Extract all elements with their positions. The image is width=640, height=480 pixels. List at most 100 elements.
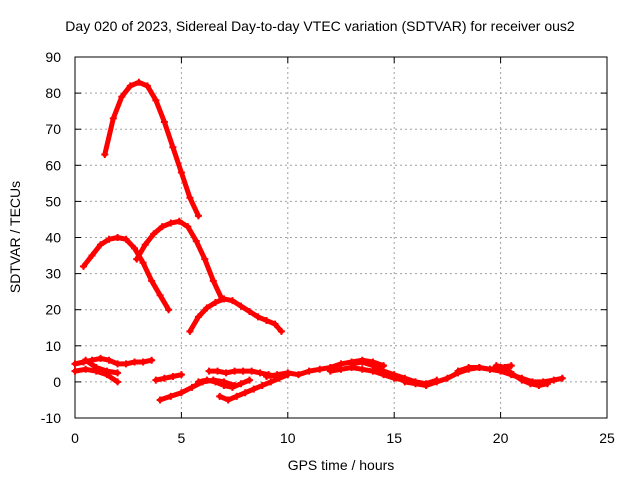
data-point xyxy=(122,235,130,243)
data-point xyxy=(507,362,515,370)
data-point xyxy=(169,372,177,380)
data-point xyxy=(186,194,194,202)
data-point xyxy=(186,327,194,335)
data-point xyxy=(518,376,526,384)
data-point xyxy=(194,313,202,321)
data-point xyxy=(101,150,109,158)
data-point xyxy=(184,223,192,231)
x-tick-label: 5 xyxy=(178,430,186,446)
data-point xyxy=(148,356,156,364)
data-point xyxy=(71,360,79,368)
data-point xyxy=(233,392,241,400)
data-point xyxy=(160,118,168,126)
data-point xyxy=(214,367,222,375)
data-point xyxy=(167,392,175,400)
data-point xyxy=(263,372,271,380)
data-point xyxy=(231,367,239,375)
data-point xyxy=(169,143,177,151)
data-point xyxy=(192,237,200,245)
data-point xyxy=(216,392,224,400)
y-tick-label: 40 xyxy=(45,230,61,246)
data-point xyxy=(220,382,228,390)
data-point xyxy=(284,369,292,377)
data-point xyxy=(271,320,279,328)
data-point xyxy=(475,363,483,371)
data-point xyxy=(369,362,377,370)
data-point xyxy=(131,358,139,366)
data-point xyxy=(105,235,113,243)
data-point xyxy=(443,374,451,382)
data-point xyxy=(92,363,100,371)
data-point xyxy=(509,371,517,379)
data-point xyxy=(263,317,271,325)
data-point xyxy=(245,308,253,316)
data-point xyxy=(411,380,419,388)
data-point xyxy=(156,291,164,299)
x-tick-label: 20 xyxy=(493,430,509,446)
data-point xyxy=(256,369,264,377)
data-point xyxy=(114,378,122,386)
y-tick-label: 20 xyxy=(45,302,61,318)
data-point xyxy=(177,371,185,379)
data-point xyxy=(148,277,156,285)
x-tick-label: 0 xyxy=(71,430,79,446)
data-point xyxy=(526,380,534,388)
data-point xyxy=(228,297,236,305)
y-tick-label: 10 xyxy=(45,338,61,354)
data-point xyxy=(228,383,236,391)
x-tick-label: 10 xyxy=(280,430,296,446)
data-point xyxy=(118,93,126,101)
data-point xyxy=(237,302,245,310)
data-point xyxy=(211,298,219,306)
series-line-arc-8 xyxy=(153,372,184,383)
plot-frame xyxy=(74,56,608,419)
x-axis-label: GPS time / hours xyxy=(287,457,395,473)
data-point xyxy=(133,255,141,263)
data-point xyxy=(160,374,168,382)
data-point xyxy=(401,378,409,386)
data-point xyxy=(97,241,105,249)
data-point xyxy=(380,367,388,375)
data-point xyxy=(273,371,281,379)
y-tick-label: 50 xyxy=(45,193,61,209)
data-point xyxy=(88,252,96,260)
data-point xyxy=(209,277,217,285)
data-point xyxy=(486,365,494,373)
series-line-arc-4 xyxy=(187,296,284,334)
data-point xyxy=(220,295,228,303)
data-point xyxy=(205,367,213,375)
data-point xyxy=(139,259,147,267)
data-point xyxy=(211,378,219,386)
data-point xyxy=(222,369,230,377)
data-point xyxy=(237,380,245,388)
data-point xyxy=(165,306,173,314)
data-point xyxy=(294,371,302,379)
data-point xyxy=(114,369,122,377)
data-point xyxy=(122,360,130,368)
data-point xyxy=(348,360,356,368)
data-point xyxy=(114,234,122,241)
y-tick-label: 60 xyxy=(45,157,61,173)
data-point xyxy=(390,371,398,379)
data-point xyxy=(358,365,366,373)
y-tick-label: 0 xyxy=(53,374,61,390)
data-point xyxy=(241,389,249,397)
series-line-arc-1 xyxy=(102,79,201,219)
data-point xyxy=(71,367,79,375)
y-tick-label: -10 xyxy=(41,410,61,426)
y-tick-label: 80 xyxy=(45,85,61,101)
data-point xyxy=(80,262,88,270)
data-point xyxy=(245,376,253,384)
data-point xyxy=(250,385,258,393)
data-point xyxy=(267,378,275,386)
data-point xyxy=(201,255,209,263)
data-point xyxy=(550,376,558,384)
series-line-arc-3 xyxy=(134,218,225,302)
data-point xyxy=(258,382,266,390)
data-point xyxy=(316,365,324,373)
data-point xyxy=(194,212,202,220)
data-point xyxy=(141,241,149,249)
data-point xyxy=(109,114,117,122)
y-tick-label: 30 xyxy=(45,266,61,282)
